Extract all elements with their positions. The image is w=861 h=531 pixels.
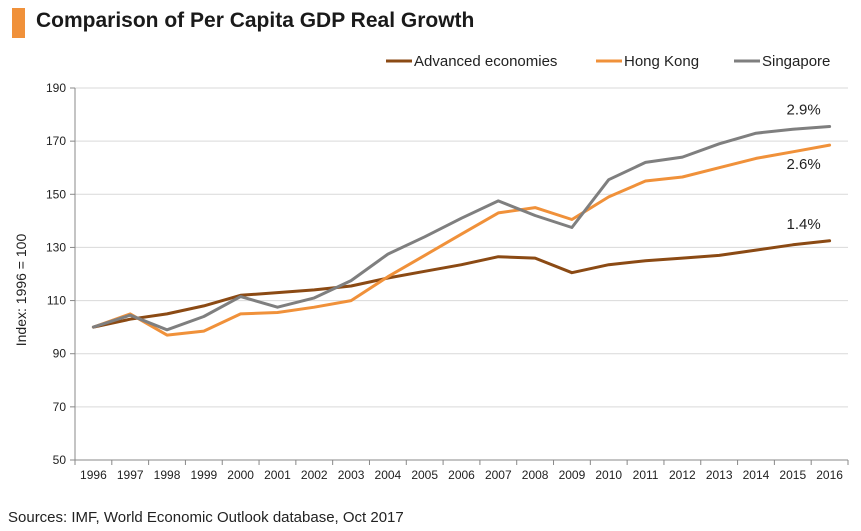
x-tick-label: 2014 — [743, 468, 770, 482]
x-tick-label: 2007 — [485, 468, 512, 482]
x-tick-label: 2015 — [779, 468, 806, 482]
legend: Advanced economies Hong Kong Singapore — [386, 53, 830, 70]
x-tick-label: 2001 — [264, 468, 291, 482]
x-tick-label: 1998 — [154, 468, 181, 482]
legend-label: Advanced economies — [414, 53, 557, 70]
x-tick-label: 2008 — [522, 468, 549, 482]
series-line-advanced-economies — [91, 239, 832, 329]
end-label-hong-kong: 2.6% — [786, 156, 820, 173]
end-labels: 1.4% 2.6% 2.9% — [786, 102, 820, 233]
legend-label: Hong Kong — [624, 53, 699, 70]
grid-lines — [75, 87, 848, 408]
end-label-singapore: 2.9% — [786, 102, 820, 119]
x-tick-label: 2005 — [411, 468, 438, 482]
x-tick-label: 2000 — [227, 468, 254, 482]
x-tick-labels: 1996 1997 1998 1999 2000 2001 2002 2003 2004 2005… — [80, 468, 843, 482]
source-note: Sources: IMF, World Economic Outlook dat… — [8, 509, 404, 526]
x-tick-label: 1996 — [80, 468, 107, 482]
x-tick-label: 1997 — [117, 468, 144, 482]
series-line-singapore — [91, 125, 832, 332]
x-tick-label: 2006 — [448, 468, 475, 482]
y-tick-labels: 50 70 90 110 130 150 170 190 — [46, 81, 66, 467]
y-tick-label: 110 — [47, 294, 66, 308]
y-tick-label: 170 — [46, 134, 66, 148]
x-tick-label: 2011 — [633, 468, 659, 482]
x-tick-label: 2012 — [669, 468, 696, 482]
legend-label: Singapore — [762, 53, 830, 70]
x-tick-label: 2013 — [706, 468, 733, 482]
series-line-hong-kong — [91, 143, 832, 337]
line-chart: 50 70 90 110 130 150 170 190 1996 1997 1998 1999 20… — [13, 53, 849, 482]
series-lines — [91, 125, 832, 337]
x-tick-label: 2002 — [301, 468, 328, 482]
y-tick-label: 70 — [53, 400, 67, 414]
x-tick-label: 1999 — [190, 468, 217, 482]
x-tick-label: 2004 — [375, 468, 402, 482]
y-tick-label: 150 — [46, 187, 66, 201]
y-tick-label: 190 — [46, 81, 66, 95]
y-tick-label: 130 — [46, 240, 66, 254]
x-tick-label: 2016 — [816, 468, 843, 482]
x-tick-label: 2003 — [338, 468, 365, 482]
axes — [70, 87, 849, 465]
x-tick-label: 2010 — [595, 468, 622, 482]
title-accent-bar — [12, 8, 25, 38]
end-label-advanced-economies: 1.4% — [786, 216, 820, 233]
y-tick-label: 50 — [53, 453, 67, 467]
y-tick-label: 90 — [53, 347, 67, 361]
chart-title: Comparison of Per Capita GDP Real Growth — [36, 9, 475, 32]
y-axis-label: Index: 1996 = 100 — [13, 234, 29, 347]
x-tick-label: 2009 — [559, 468, 586, 482]
